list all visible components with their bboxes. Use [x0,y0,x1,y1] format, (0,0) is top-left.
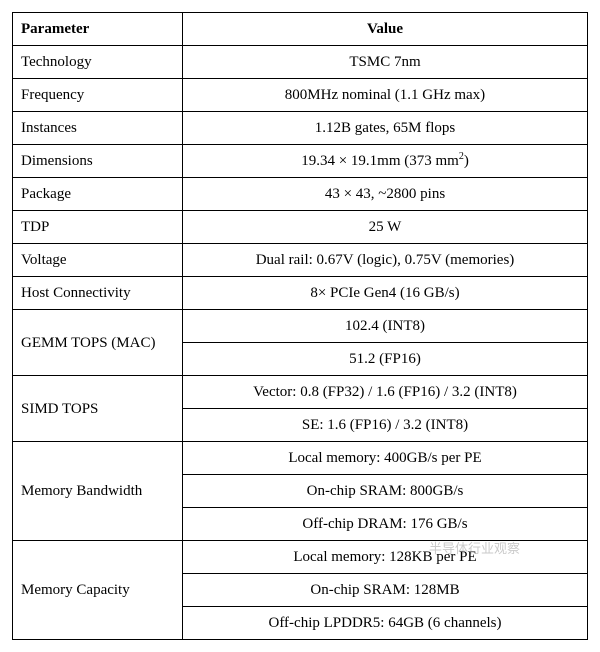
param-cell: Memory Capacity [13,541,183,640]
table-body: Technology TSMC 7nm Frequency 800MHz nom… [13,46,588,640]
table-row: Package 43 × 43, ~2800 pins [13,178,588,211]
table-row: SIMD TOPS Vector: 0.8 (FP32) / 1.6 (FP16… [13,376,588,409]
value-cell: 43 × 43, ~2800 pins [183,178,588,211]
value-cell: Local memory: 128KB per PE [183,541,588,574]
value-cell: 8× PCIe Gen4 (16 GB/s) [183,277,588,310]
value-cell: Vector: 0.8 (FP32) / 1.6 (FP16) / 3.2 (I… [183,376,588,409]
value-cell: TSMC 7nm [183,46,588,79]
value-cell: 102.4 (INT8) [183,310,588,343]
spec-table: Parameter Value Technology TSMC 7nm Freq… [12,12,588,640]
value-cell: 1.12B gates, 65M flops [183,112,588,145]
param-cell: GEMM TOPS (MAC) [13,310,183,376]
value-cell: Off-chip LPDDR5: 64GB (6 channels) [183,607,588,640]
header-parameter: Parameter [13,13,183,46]
value-cell: Off-chip DRAM: 176 GB/s [183,508,588,541]
param-cell: Instances [13,112,183,145]
value-cell: 19.34 × 19.1mm (373 mm2) [183,145,588,178]
table-row: Frequency 800MHz nominal (1.1 GHz max) [13,79,588,112]
table-row: Instances 1.12B gates, 65M flops [13,112,588,145]
header-value: Value [183,13,588,46]
value-cell: On-chip SRAM: 128MB [183,574,588,607]
value-cell: 25 W [183,211,588,244]
param-cell: Memory Bandwidth [13,442,183,541]
table-row: GEMM TOPS (MAC) 102.4 (INT8) [13,310,588,343]
param-cell: Package [13,178,183,211]
param-cell: Dimensions [13,145,183,178]
table-row: Memory Capacity Local memory: 128KB per … [13,541,588,574]
param-cell: Technology [13,46,183,79]
param-cell: Host Connectivity [13,277,183,310]
param-cell: SIMD TOPS [13,376,183,442]
value-cell: SE: 1.6 (FP16) / 3.2 (INT8) [183,409,588,442]
table-row: TDP 25 W [13,211,588,244]
table-row: Memory Bandwidth Local memory: 400GB/s p… [13,442,588,475]
value-cell: On-chip SRAM: 800GB/s [183,475,588,508]
value-cell: Dual rail: 0.67V (logic), 0.75V (memorie… [183,244,588,277]
value-cell: Local memory: 400GB/s per PE [183,442,588,475]
table-row: Dimensions 19.34 × 19.1mm (373 mm2) [13,145,588,178]
value-cell: 800MHz nominal (1.1 GHz max) [183,79,588,112]
value-cell: 51.2 (FP16) [183,343,588,376]
table-row: Host Connectivity 8× PCIe Gen4 (16 GB/s) [13,277,588,310]
table-row: Voltage Dual rail: 0.67V (logic), 0.75V … [13,244,588,277]
param-cell: TDP [13,211,183,244]
table-row: Technology TSMC 7nm [13,46,588,79]
param-cell: Frequency [13,79,183,112]
table-header-row: Parameter Value [13,13,588,46]
param-cell: Voltage [13,244,183,277]
